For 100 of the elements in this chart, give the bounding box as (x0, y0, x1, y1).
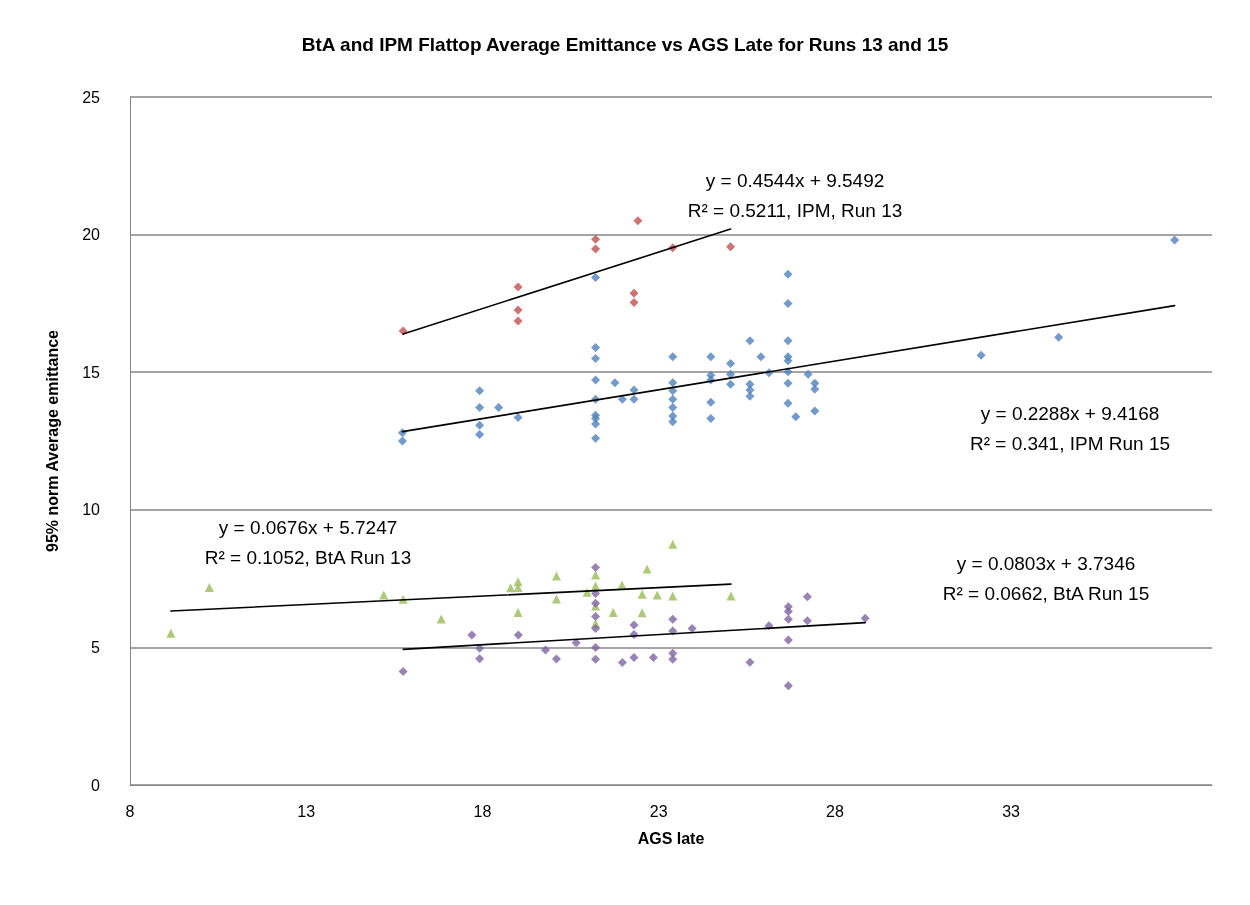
point (783, 336, 793, 346)
point (591, 419, 601, 429)
x-tick-label: 23 (649, 802, 668, 820)
point (802, 592, 812, 602)
point (591, 654, 601, 664)
point (475, 654, 485, 664)
point (810, 406, 820, 416)
point (726, 379, 736, 389)
point (756, 352, 766, 362)
point (629, 653, 639, 663)
point (1170, 235, 1180, 245)
point (648, 653, 658, 663)
y-tick-label: 5 (91, 638, 101, 656)
point (591, 612, 601, 622)
point (668, 352, 678, 362)
point (745, 391, 755, 401)
point (860, 613, 870, 623)
point (668, 614, 678, 624)
point (541, 645, 551, 655)
point (802, 616, 812, 626)
point (513, 607, 523, 617)
point (551, 571, 561, 581)
annotation: y = 0.0803x + 3.7346 R² = 0.0662, BtA Run 15 (942, 552, 1150, 604)
point (726, 358, 736, 368)
point (783, 378, 793, 388)
point (379, 590, 389, 600)
point (783, 298, 793, 308)
point (783, 607, 793, 617)
point (513, 305, 523, 315)
point (668, 539, 678, 549)
y-tick-label: 15 (82, 363, 101, 381)
point (791, 412, 801, 422)
point (513, 413, 523, 423)
point (513, 316, 523, 326)
point (629, 298, 639, 308)
point (668, 402, 678, 412)
point (467, 630, 477, 640)
point (591, 642, 601, 652)
x-tick-label: 8 (125, 802, 135, 820)
point (706, 352, 716, 362)
point (398, 667, 408, 677)
point (617, 658, 627, 668)
point (810, 384, 820, 394)
point (687, 623, 697, 633)
point (475, 429, 485, 439)
point (591, 375, 601, 385)
point (706, 413, 716, 423)
point (204, 582, 214, 592)
point (652, 590, 662, 600)
point (976, 350, 986, 360)
point (745, 657, 755, 667)
point (1054, 332, 1064, 342)
x-tick-label: 18 (473, 802, 492, 820)
point (591, 570, 601, 580)
point (475, 420, 485, 430)
point (475, 643, 485, 653)
point (513, 582, 523, 592)
y-tick-label: 0 (91, 776, 101, 794)
point (591, 433, 601, 443)
annotation: y = 0.2288x + 9.4168 R² = 0.341, IPM Run 15 (969, 402, 1171, 454)
point (397, 436, 407, 446)
point (783, 269, 793, 279)
y-tick-label: 10 (82, 501, 101, 519)
point (629, 620, 639, 630)
x-tick-label: 28 (825, 802, 844, 820)
point (629, 385, 639, 395)
point (783, 398, 793, 408)
point (475, 402, 485, 412)
point (745, 336, 755, 346)
point (668, 394, 678, 404)
point (706, 397, 716, 407)
point (726, 369, 736, 379)
point (783, 635, 793, 645)
point (726, 242, 736, 252)
point (783, 614, 793, 624)
point (591, 563, 601, 573)
point (803, 369, 813, 379)
point (571, 638, 581, 648)
point (475, 386, 485, 396)
point (591, 273, 601, 283)
point (591, 342, 601, 352)
point (637, 589, 647, 599)
x-tick-label: 13 (297, 802, 316, 820)
point (513, 282, 523, 292)
point (668, 417, 678, 427)
annotation: y = 0.4544x + 9.5492 R² = 0.5211, IPM, Run 13 (687, 169, 903, 221)
point (668, 378, 678, 388)
point (629, 394, 639, 404)
point (494, 402, 504, 412)
chart-title: BtA and IPM Flattop Average Emittance vs AGS Late for Runs 13 and 15 (301, 34, 949, 55)
point (436, 614, 446, 624)
y-axis-title: 95% norm Average emittance (43, 329, 61, 553)
point (591, 623, 601, 633)
point (617, 394, 627, 404)
point (783, 681, 793, 691)
annotation: y = 0.0676x + 5.7247 R² = 0.1052, BtA Run 13 (204, 516, 412, 568)
point (617, 580, 627, 590)
point (610, 378, 620, 388)
x-tick-label: 33 (1002, 802, 1021, 820)
point (591, 244, 601, 254)
